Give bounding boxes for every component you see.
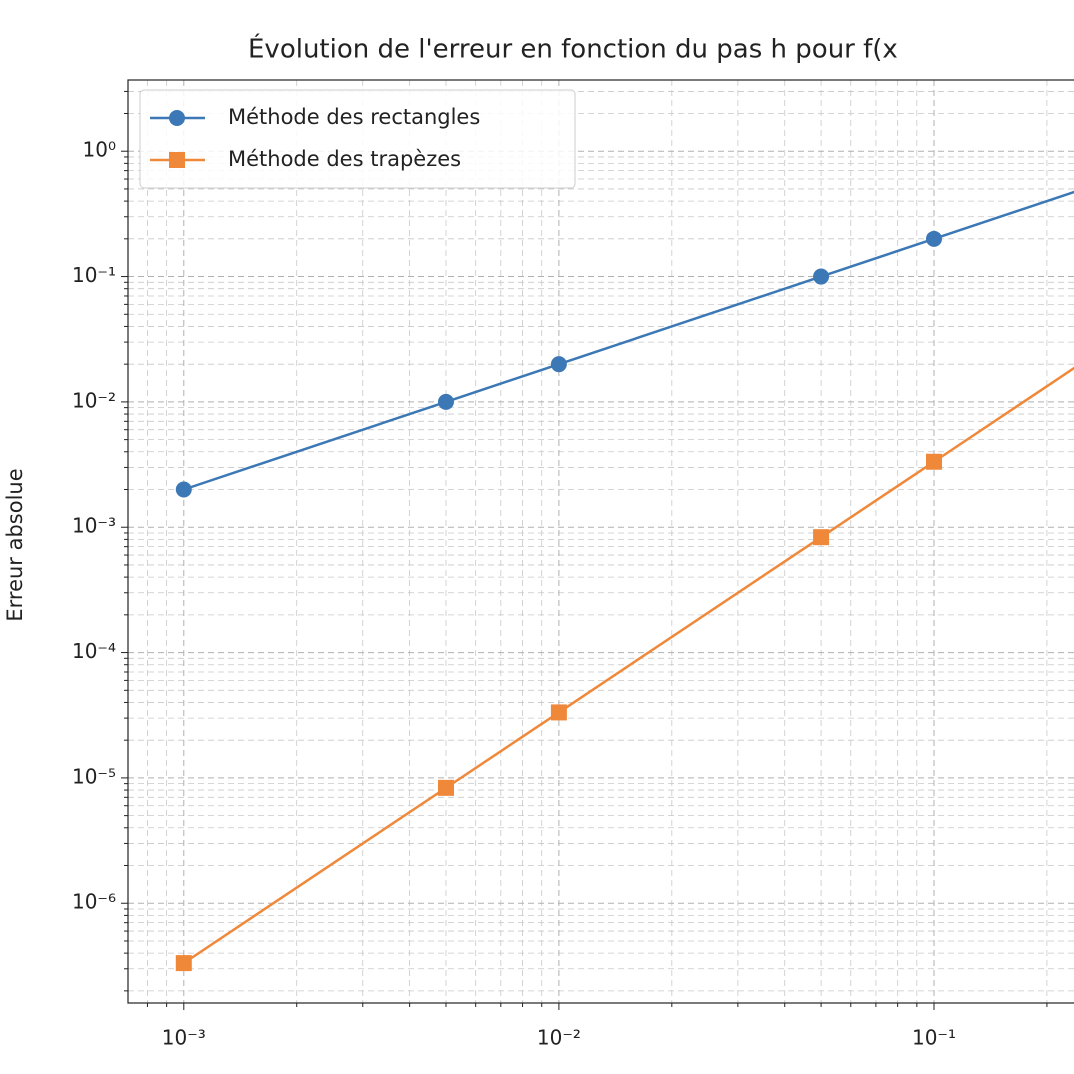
x-tick-label: 10⁻³ xyxy=(162,1026,206,1050)
marker xyxy=(926,453,943,470)
legend-marker xyxy=(169,110,185,126)
marker xyxy=(437,393,454,410)
series-line xyxy=(183,190,1074,491)
marker xyxy=(175,955,192,972)
legend-marker xyxy=(169,152,185,168)
y-tick-label: 10⁰ xyxy=(83,138,116,162)
marker xyxy=(550,704,567,721)
y-tick-label: 10⁻³ xyxy=(72,514,116,538)
marker xyxy=(813,268,830,285)
marker xyxy=(813,529,830,546)
x-tick-label: 10⁻² xyxy=(537,1026,581,1050)
marker xyxy=(437,779,454,796)
marker xyxy=(926,230,943,247)
x-tick-label: 10⁻¹ xyxy=(912,1026,956,1050)
y-tick-label: 10⁻⁵ xyxy=(72,764,116,788)
legend-box xyxy=(139,89,576,189)
y-tick-label: 10⁻⁴ xyxy=(72,639,116,663)
y-tick-label: 10⁻² xyxy=(72,388,116,412)
y-tick-label: 10⁻¹ xyxy=(72,263,116,287)
y-axis-label: Erreur absolue xyxy=(3,468,27,621)
series-line xyxy=(183,366,1074,965)
chart-title: Évolution de l'erreur en fonction du pas… xyxy=(248,33,898,65)
marker xyxy=(175,481,192,498)
marker xyxy=(550,356,567,373)
plot-frame xyxy=(127,79,1074,1004)
y-tick-label: 10⁻⁶ xyxy=(72,890,116,914)
legend-label: Méthode des rectangles xyxy=(228,105,480,129)
legend-label: Méthode des trapèzes xyxy=(228,147,461,171)
